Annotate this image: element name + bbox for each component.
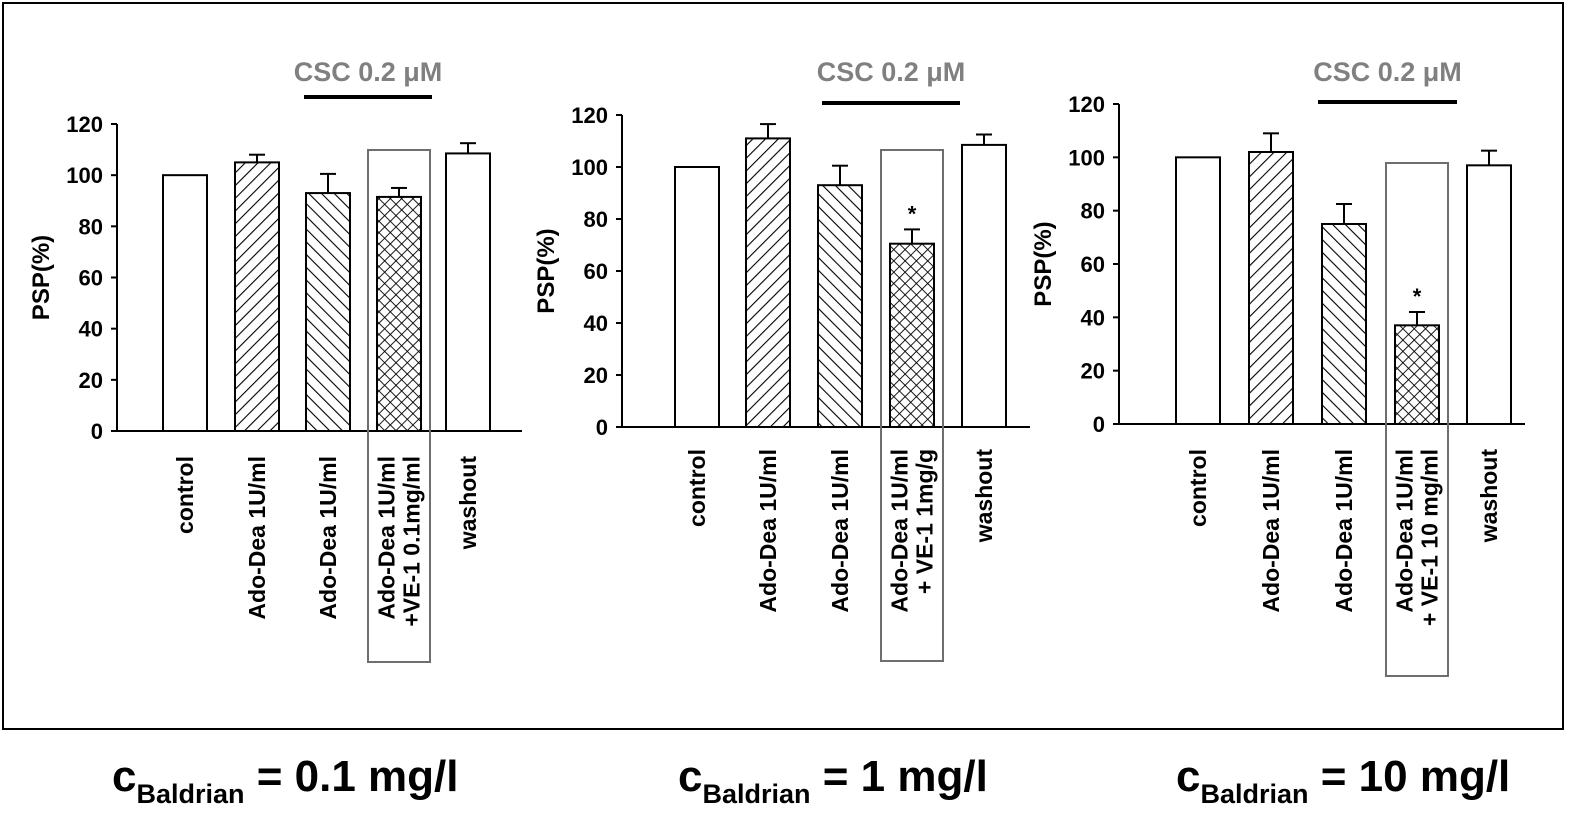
highlight-box	[880, 149, 944, 662]
caption-value: = 1 mg/l	[810, 752, 988, 801]
figure-frame	[2, 2, 1564, 730]
highlight-box	[367, 149, 431, 663]
y-tick-label: 120	[66, 112, 103, 137]
csc-annotation: CSC 0.2 μM	[817, 57, 966, 87]
caption-symbol: c	[678, 752, 703, 801]
y-tick-label: 80	[1081, 199, 1105, 224]
category-label: Ado-Dea 1U/ml	[1331, 449, 1357, 613]
caption-symbol: c	[112, 752, 137, 801]
category-label: Ado-Dea 1U/ml	[1392, 449, 1418, 613]
caption-value: = 0.1 mg/l	[244, 752, 459, 801]
y-axis-label: PSP(%)	[533, 228, 560, 313]
category-label: control	[1185, 449, 1211, 527]
y-tick-label: 40	[1081, 305, 1105, 330]
category-label: Ado-Dea 1U/ml	[315, 456, 341, 620]
caption-symbol: c	[1176, 752, 1201, 801]
chart-panel-3: 0 20 40 60 80 100 120 PSP(%) CSC 0.2 μM control Ad…	[1030, 57, 1525, 677]
bar	[961, 143, 1007, 428]
y-tick-label: 0	[91, 419, 103, 444]
category-label: washout	[455, 456, 481, 551]
category-label: Ado-Dea 1U/ml	[887, 449, 913, 613]
significance-marker: *	[908, 201, 917, 226]
y-tick-label: 120	[571, 103, 608, 128]
bar	[445, 152, 491, 432]
y-tick-label: 0	[1093, 412, 1105, 437]
caption-subscript: Baldrian	[702, 779, 811, 809]
y-tick-label: 0	[596, 415, 608, 440]
caption-2: cBaldrian = 1 mg/l	[678, 752, 988, 814]
bar	[1175, 156, 1221, 425]
caption-subscript: Baldrian	[136, 779, 245, 809]
category-label: washout	[1476, 449, 1502, 544]
bar	[1248, 151, 1294, 425]
category-label: + VE-1 1mg/g	[912, 449, 938, 594]
highlight-box	[1385, 162, 1449, 677]
y-tick-label: 20	[584, 363, 608, 388]
caption-subscript: Baldrian	[1200, 779, 1309, 809]
caption-3: cBaldrian = 10 mg/l	[1176, 752, 1510, 814]
bar	[1394, 324, 1440, 426]
y-tick-label: 80	[584, 207, 608, 232]
category-label: +VE-1 0.1mg/ml	[399, 456, 425, 627]
bar	[376, 195, 422, 432]
bar	[1321, 223, 1367, 425]
y-tick-label: 60	[1081, 252, 1105, 277]
y-tick-label: 100	[66, 163, 103, 188]
bar	[745, 137, 791, 428]
y-tick-label: 60	[584, 259, 608, 284]
category-label: + VE-1 10 mg/ml	[1417, 449, 1443, 626]
y-tick-label: 120	[1068, 92, 1105, 117]
category-label: control	[684, 449, 710, 527]
significance-marker: *	[1413, 284, 1422, 309]
y-tick-label: 100	[571, 155, 608, 180]
bar	[889, 242, 935, 428]
bar	[234, 161, 280, 432]
chart-panel-2: 0 20 40 60 80 100 120 PSP(%) CSC 0.2 μM control Ad…	[533, 57, 1030, 662]
y-tick-label: 100	[1068, 145, 1105, 170]
y-tick-label: 20	[1081, 359, 1105, 384]
caption-1: cBaldrian = 0.1 mg/l	[112, 752, 459, 814]
y-tick-label: 40	[79, 317, 103, 342]
caption-value: = 10 mg/l	[1308, 752, 1511, 801]
category-label: Ado-Dea 1U/ml	[374, 456, 400, 620]
category-label: control	[172, 456, 198, 534]
y-tick-label: 40	[584, 311, 608, 336]
category-label: Ado-Dea 1U/ml	[755, 449, 781, 613]
bar	[305, 192, 351, 432]
y-tick-label: 60	[79, 266, 103, 291]
chart-panel-1: 0 20 40 60 80 100 120 PSP(%) CSC 0.2 μM control Ad…	[28, 57, 522, 663]
bar	[674, 166, 720, 428]
category-label: Ado-Dea 1U/ml	[1258, 449, 1284, 613]
y-axis-label: PSP(%)	[1030, 221, 1057, 306]
bar	[162, 174, 208, 432]
category-label: Ado-Dea 1U/ml	[827, 449, 853, 613]
bar	[1466, 164, 1512, 425]
y-axis-label: PSP(%)	[28, 235, 55, 320]
csc-annotation: CSC 0.2 μM	[1313, 57, 1462, 87]
bar	[817, 184, 863, 428]
csc-annotation: CSC 0.2 μM	[294, 57, 443, 87]
category-label: Ado-Dea 1U/ml	[244, 456, 270, 620]
category-label: washout	[971, 449, 997, 544]
y-tick-label: 20	[79, 368, 103, 393]
y-tick-label: 80	[79, 214, 103, 239]
